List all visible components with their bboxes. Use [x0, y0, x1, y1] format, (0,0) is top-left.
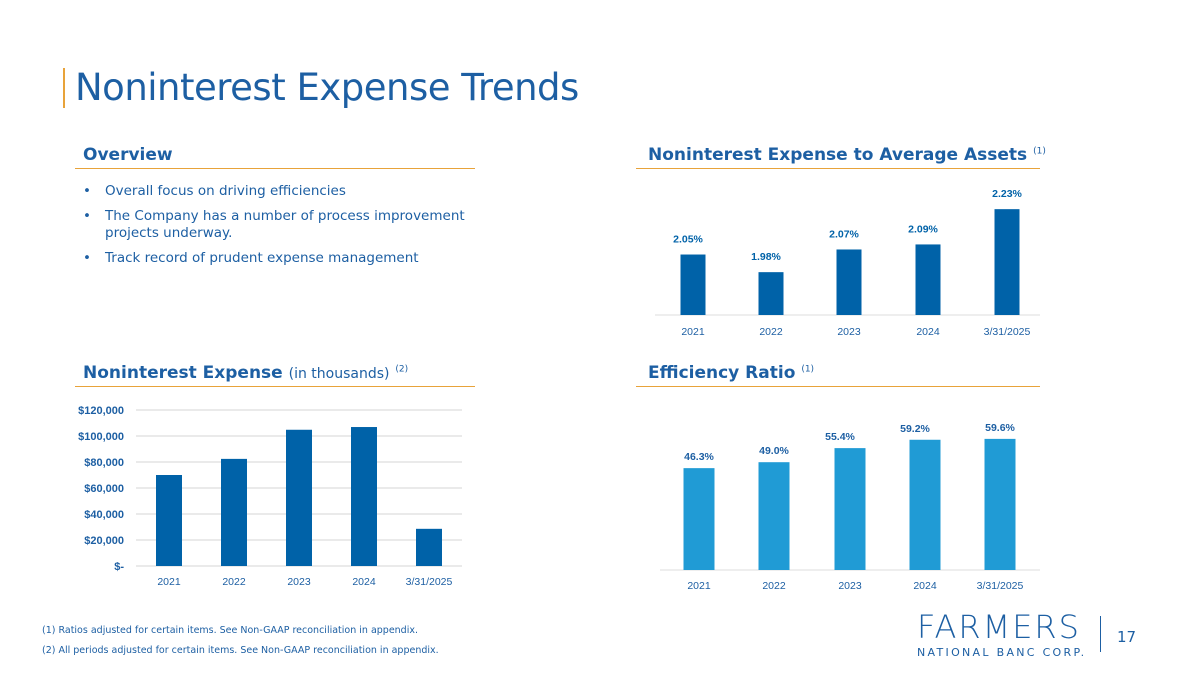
data-label: 55.4%: [825, 431, 855, 443]
bar: [221, 458, 247, 566]
bar: [836, 249, 862, 315]
assets-heading: Noninterest Expense to Average Assets (1…: [648, 145, 1046, 165]
y-tick-label: $40,000: [84, 509, 124, 521]
logo-subtitle: NATIONAL BANC CORP.: [917, 646, 1087, 659]
bar: [156, 475, 182, 566]
data-label: 2.07%: [829, 228, 859, 240]
data-label: 2.09%: [908, 223, 938, 235]
bar: [909, 439, 941, 570]
overview-rule: [75, 168, 475, 169]
data-label: 2.23%: [992, 188, 1022, 200]
bar: [984, 438, 1016, 570]
bar: [351, 427, 377, 566]
page-number: 17: [1117, 628, 1137, 646]
efficiency-heading: Efficiency Ratio (1): [648, 363, 814, 383]
bar: [758, 462, 790, 570]
bar: [994, 209, 1020, 315]
y-tick-label: $80,000: [84, 457, 124, 469]
y-tick-label: $20,000: [84, 535, 124, 547]
efficiency-heading-text: Efficiency Ratio: [648, 363, 796, 383]
data-label: 59.2%: [900, 423, 930, 435]
logo-divider: [1100, 616, 1101, 652]
logo-name: FARMERS: [917, 608, 1081, 646]
x-tick-label: 2024: [913, 580, 937, 592]
data-label: 1.98%: [751, 251, 781, 263]
assets-rule: [636, 168, 1040, 169]
x-tick-label: 3/31/2025: [984, 326, 1031, 338]
footnote-1: (1) Ratios adjusted for certain items. S…: [42, 625, 418, 636]
x-tick-label: 2023: [837, 326, 861, 338]
title-accent-bar: [63, 68, 65, 108]
expense-heading-text: Noninterest Expense: [83, 363, 283, 383]
data-label: 49.0%: [759, 445, 789, 457]
bar: [915, 244, 941, 315]
x-tick-label: 2022: [762, 580, 786, 592]
y-tick-label: $100,000: [78, 431, 124, 443]
x-tick-label: 2021: [687, 580, 711, 592]
footnote-2: (2) All periods adjusted for certain ite…: [42, 645, 439, 656]
bar: [286, 429, 312, 566]
overview-heading: Overview: [83, 145, 173, 165]
page-title: Noninterest Expense Trends: [75, 66, 579, 109]
y-tick-label: $120,000: [78, 405, 124, 417]
overview-list: Overall focus on driving efficiencies Th…: [83, 183, 483, 275]
footnote-ref: (2): [395, 364, 409, 375]
x-tick-label: 2024: [916, 326, 940, 338]
data-label: 59.6%: [985, 422, 1015, 434]
efficiency-rule: [636, 386, 1040, 387]
y-tick-label: $-: [114, 561, 124, 573]
assets-heading-text: Noninterest Expense to Average Assets: [648, 145, 1028, 165]
x-tick-label: 2022: [759, 326, 783, 338]
x-tick-label: 2021: [157, 576, 181, 588]
data-label: 46.3%: [684, 451, 714, 463]
footnote-ref: (1): [1033, 146, 1046, 157]
x-tick-label: 3/31/2025: [406, 576, 453, 588]
company-logo: FARMERS NATIONAL BANC CORP.: [917, 608, 1087, 659]
x-tick-label: 2023: [287, 576, 311, 588]
expense-heading: Noninterest Expense (in thousands) (2): [83, 363, 408, 383]
data-label: 2.05%: [673, 234, 703, 246]
x-tick-label: 2023: [838, 580, 862, 592]
bar: [416, 528, 442, 566]
footnote-ref: (1): [801, 364, 815, 375]
y-tick-label: $60,000: [84, 483, 124, 495]
expense-rule: [75, 386, 475, 387]
bullet: Track record of prudent expense manageme…: [83, 250, 483, 267]
bar: [758, 272, 784, 315]
bar: [834, 448, 866, 570]
x-tick-label: 3/31/2025: [977, 580, 1024, 592]
expense-subheading: (in thousands): [288, 366, 390, 382]
bar: [683, 468, 715, 570]
x-tick-label: 2022: [222, 576, 246, 588]
bar: [680, 254, 706, 315]
x-tick-label: 2024: [352, 576, 376, 588]
bullet: Overall focus on driving efficiencies: [83, 183, 483, 200]
x-tick-label: 2021: [681, 326, 705, 338]
bullet: The Company has a number of process impr…: [83, 208, 483, 242]
